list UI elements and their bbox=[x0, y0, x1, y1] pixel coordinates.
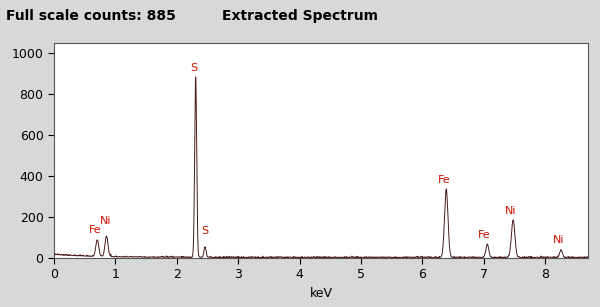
Text: Ni: Ni bbox=[100, 216, 112, 226]
Text: Ni: Ni bbox=[505, 206, 517, 216]
Text: S: S bbox=[201, 226, 208, 236]
Text: Full scale counts: 885: Full scale counts: 885 bbox=[6, 9, 176, 23]
Text: Fe: Fe bbox=[89, 225, 101, 235]
Text: Fe: Fe bbox=[478, 230, 491, 240]
X-axis label: keV: keV bbox=[310, 287, 332, 300]
Text: Extracted Spectrum: Extracted Spectrum bbox=[222, 9, 378, 23]
Text: Ni: Ni bbox=[553, 235, 564, 245]
Text: S: S bbox=[190, 63, 197, 73]
Text: Fe: Fe bbox=[437, 175, 450, 185]
